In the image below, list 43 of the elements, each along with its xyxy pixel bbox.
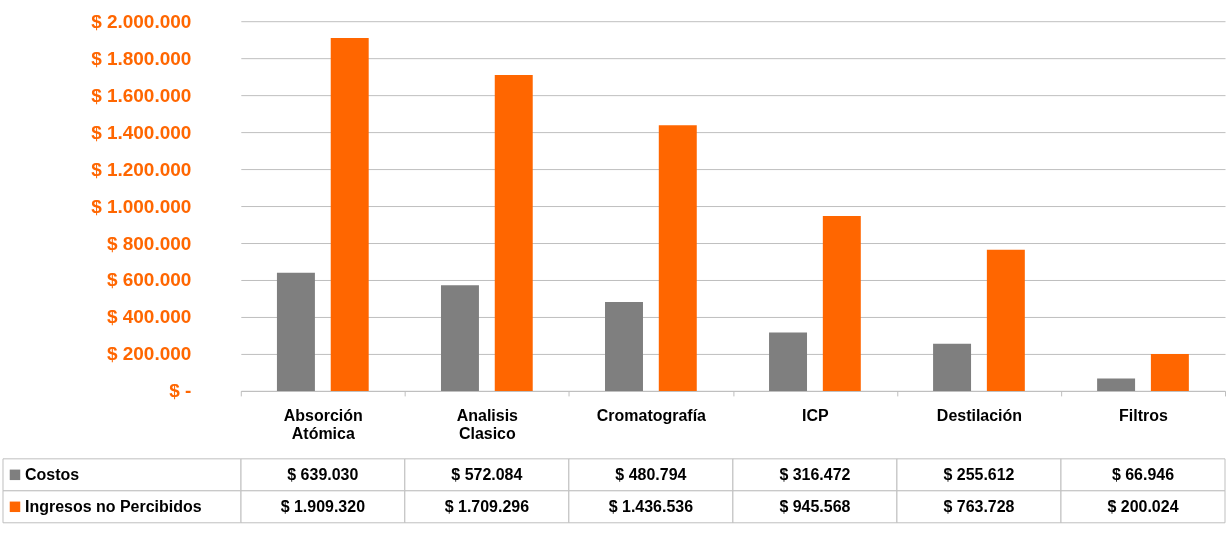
y-tick-label: $ 1.000.000 (91, 195, 192, 217)
data-label: $ 945.568 (779, 497, 851, 515)
bar (1150, 353, 1189, 391)
bar (276, 272, 315, 391)
bar (494, 74, 533, 391)
data-label: $ 572.084 (451, 465, 523, 483)
data-label: $ 639.030 (287, 465, 359, 483)
legend-label: Costos (24, 465, 80, 483)
bar (933, 343, 972, 391)
y-tick-label: $ 400.000 (106, 306, 192, 328)
bar (440, 285, 479, 391)
data-label: $ 1.709.296 (444, 497, 530, 515)
data-label: $ 1.436.536 (608, 497, 694, 515)
y-tick-label: $ 800.000 (106, 232, 192, 254)
x-tick-label: Filtros (1119, 407, 1168, 425)
bar (986, 249, 1025, 391)
bar (605, 302, 643, 391)
y-tick-label: $ 1.200.000 (91, 158, 192, 180)
data-label: $ 316.472 (779, 465, 851, 483)
y-tick-label: $ 2.000.000 (91, 10, 192, 32)
bar (658, 125, 697, 391)
x-tick-label: ICP (802, 407, 830, 425)
data-label: $ 1.909.320 (280, 497, 366, 515)
bar (822, 216, 861, 391)
bar (769, 332, 808, 391)
y-tick-label: $ 1.400.000 (91, 121, 192, 143)
y-tick-label: $ 600.000 (106, 269, 192, 291)
y-tick-label: $ 1.800.000 (91, 47, 192, 69)
x-tick-label: Cromatografía (596, 407, 707, 425)
x-tick-label: Absorción Atómica (283, 407, 363, 443)
bar (1097, 378, 1136, 391)
legend-label: Ingresos no Percibidos (24, 497, 202, 515)
data-label: $ 763.728 (943, 497, 1015, 515)
data-label: $ 255.612 (943, 465, 1015, 483)
data-label: $ 66.946 (1111, 465, 1175, 483)
y-tick-label: $ 1.600.000 (91, 84, 192, 106)
data-label: $ 200.024 (1107, 497, 1179, 515)
y-tick-label: $ - (169, 380, 192, 402)
bar (330, 37, 369, 391)
data-label: $ 480.794 (615, 465, 687, 483)
y-tick-label: $ 200.000 (106, 343, 192, 365)
x-tick-label: Analisis Clasico (456, 407, 519, 443)
x-tick-label: Destilación (936, 407, 1023, 425)
